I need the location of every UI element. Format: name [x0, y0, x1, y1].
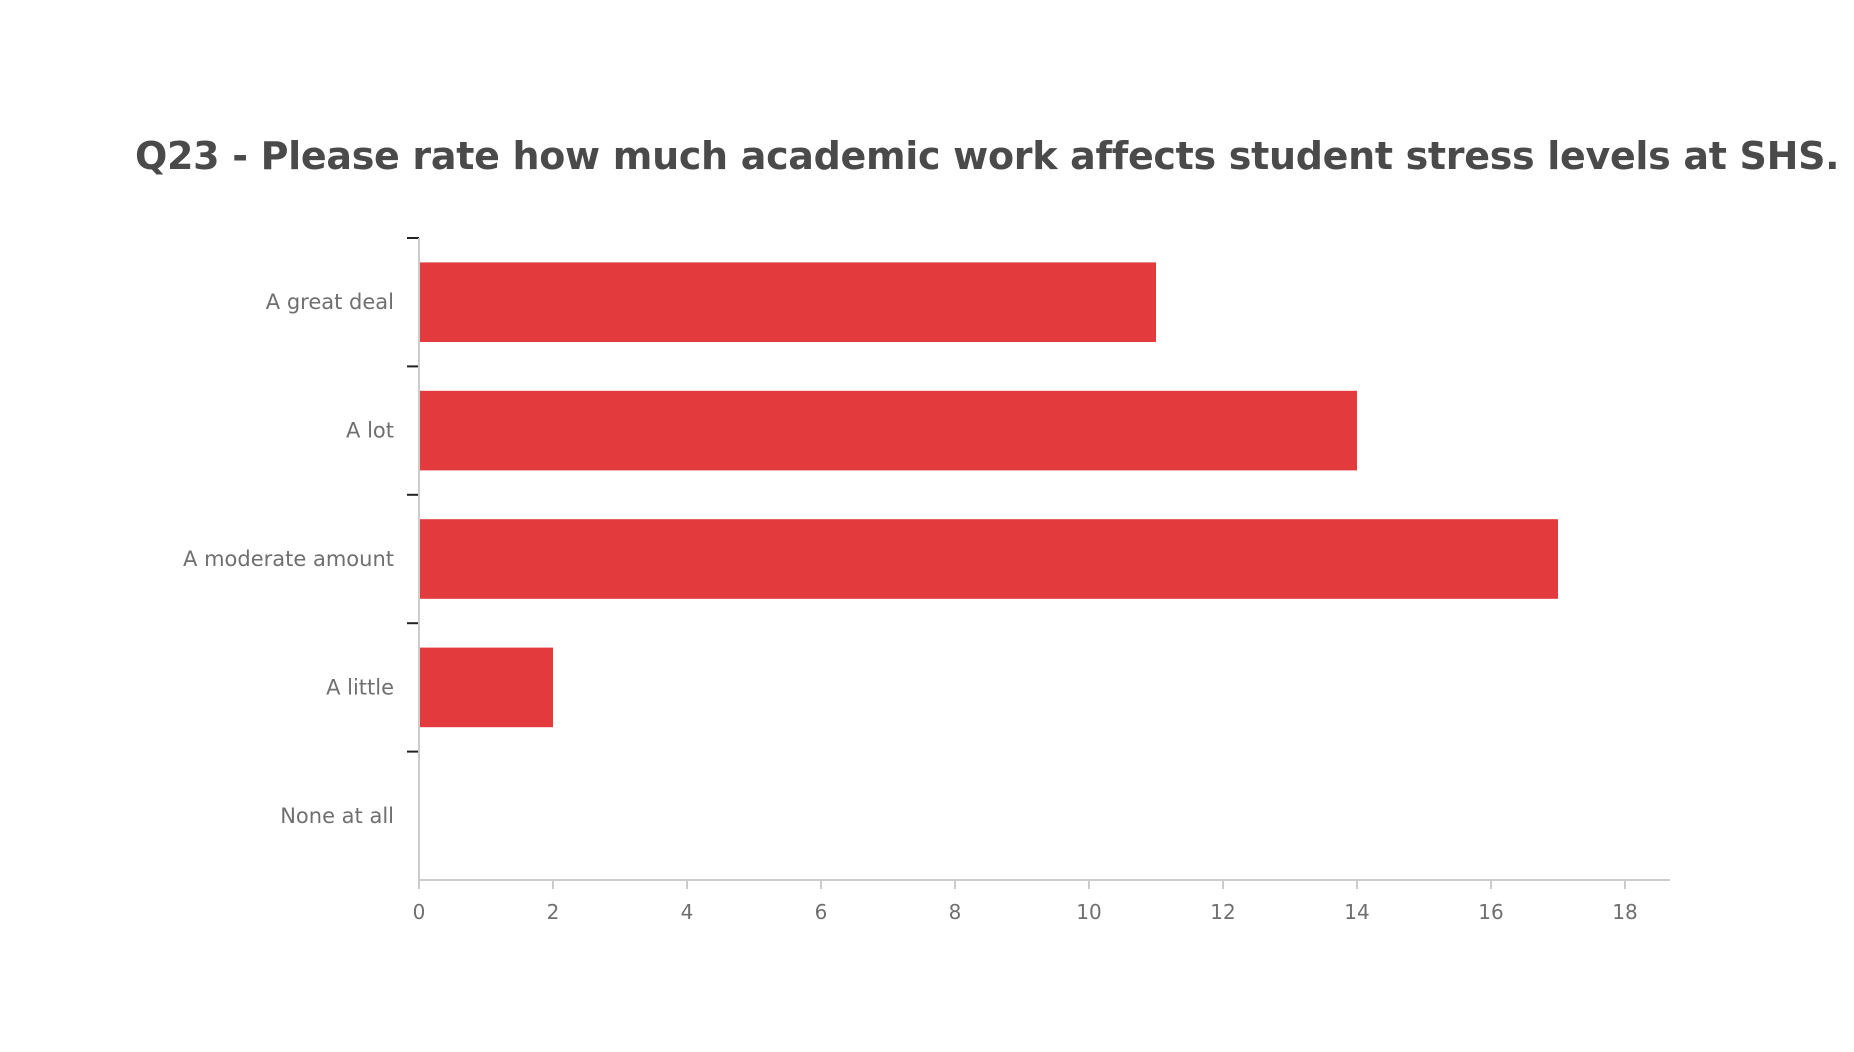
x-tick-label-8: 8: [949, 900, 962, 924]
axes-layer: [407, 237, 1670, 889]
category-label-a-little: A little: [326, 675, 394, 699]
x-tick-label-10: 10: [1076, 900, 1101, 924]
x-tick-label-14: 14: [1344, 900, 1369, 924]
category-label-a-moderate-amount: A moderate amount: [183, 547, 394, 571]
x-tick-label-4: 4: [681, 900, 694, 924]
x-tick-label-6: 6: [815, 900, 828, 924]
bar-a-moderate-amount: [419, 519, 1558, 599]
bar-a-little: [419, 647, 553, 728]
x-tick-label-12: 12: [1210, 900, 1235, 924]
bar-a-lot: [419, 390, 1357, 471]
bars-layer: [419, 262, 1558, 728]
labels-layer: A great deal A lot A moderate amount A litt…: [183, 290, 1638, 924]
x-tick-label-0: 0: [413, 900, 426, 924]
category-label-a-lot: A lot: [346, 419, 394, 443]
x-tick-label-18: 18: [1612, 900, 1637, 924]
bar-a-great-deal: [419, 262, 1156, 343]
category-label-none-at-all: None at all: [280, 804, 394, 828]
category-label-a-great-deal: A great deal: [266, 290, 394, 314]
x-tick-label-2: 2: [547, 900, 560, 924]
chart-title: Q23 - Please rate how much academic work…: [135, 134, 1840, 178]
x-tick-label-16: 16: [1478, 900, 1503, 924]
